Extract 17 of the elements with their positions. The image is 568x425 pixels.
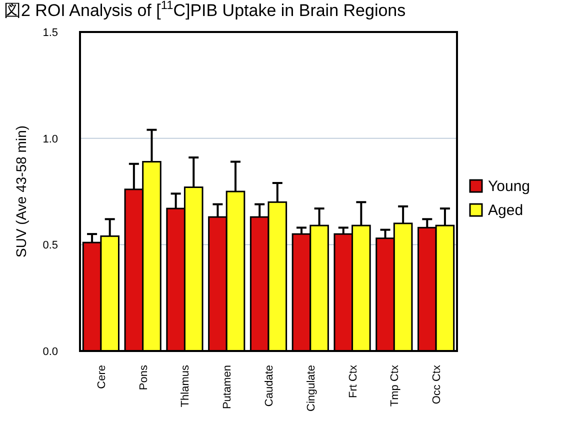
x-tick-label: Caudate (264, 365, 276, 407)
y-tick-label: 0.0 (42, 346, 58, 358)
legend-label: Aged (488, 202, 524, 219)
x-tick-label: Frt Ctx (347, 364, 360, 398)
x-tick-label: Pons (138, 364, 150, 390)
chart-title: 図2 ROI Analysis of [$^{11}$C]PIB Uptake in Brain Regions (4, 0, 406, 20)
x-tick-label: Occ Ctx (431, 364, 444, 404)
x-tick-label: Tmp Ctx (389, 364, 402, 407)
y-axis-title: SUV (Ave 43-58 min) (13, 125, 29, 258)
x-tick-label: Thlamus (180, 364, 192, 408)
y-tick-label: 1.0 (42, 133, 58, 146)
x-tick-label: Putamen (222, 365, 234, 410)
y-tick-label: 1.5 (42, 27, 58, 39)
x-tick-label: Cere (96, 365, 108, 389)
legend-label: Young (488, 178, 530, 195)
x-tick-label: Cingulate (305, 365, 318, 412)
y-tick-label: 0.5 (42, 240, 58, 252)
